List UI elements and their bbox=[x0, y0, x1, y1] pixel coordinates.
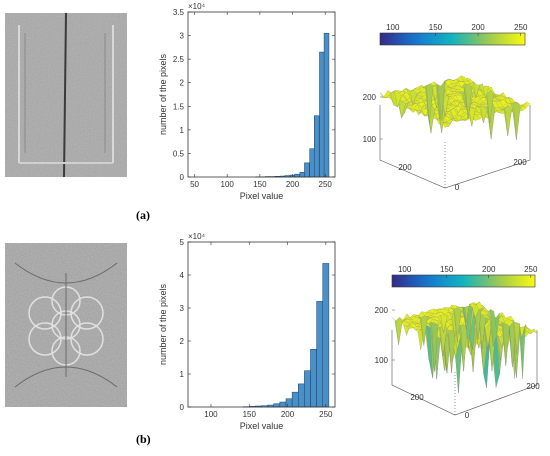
y-tick-label: 200 bbox=[410, 393, 424, 402]
colorbar-tick-label: 250 bbox=[524, 265, 538, 274]
panel-label-b: (b) bbox=[136, 432, 151, 446]
histogram-a: 50 100 150 200 250 0 0.5 1 1.5 2 2.5 3 3.5×10⁴ Pixel … bbox=[158, 2, 336, 201]
z-tick-label: 100 bbox=[363, 135, 377, 144]
x-tick-label: 150 bbox=[243, 410, 257, 419]
plot-frame bbox=[187, 11, 336, 178]
colorbar-tick-label: 200 bbox=[471, 23, 485, 32]
y-axis-label: number of the pixels bbox=[158, 53, 168, 135]
x-tick-label: 200 bbox=[286, 180, 300, 189]
x-tick-label: 50 bbox=[190, 180, 199, 189]
y-axis-label: number of the pixels bbox=[158, 283, 168, 365]
histogram-bar bbox=[294, 173, 300, 178]
photo-a-wood-surface bbox=[5, 13, 127, 177]
colorbar-tick-label: 100 bbox=[386, 23, 400, 32]
histogram-bar bbox=[309, 148, 315, 178]
x-axis-label: Pixel value bbox=[240, 421, 284, 431]
x-axis-label: Pixel value bbox=[240, 191, 284, 201]
histogram-bar bbox=[299, 172, 306, 178]
y-tick-label: 0 bbox=[180, 173, 185, 182]
y-tick-label: 0.5 bbox=[173, 149, 185, 158]
x-tick-label: 250 bbox=[319, 410, 333, 419]
colorbar-tick-label: 100 bbox=[398, 265, 412, 274]
colorbar-tick-label: 150 bbox=[429, 23, 443, 32]
photo-b-svg bbox=[5, 243, 127, 407]
colorbar bbox=[379, 32, 526, 46]
y-tick-label: 2 bbox=[180, 337, 185, 346]
z-tick-label: 200 bbox=[363, 93, 377, 102]
y-tick-label: 3.5 bbox=[173, 8, 185, 17]
surface-mesh bbox=[391, 301, 538, 393]
axis-exponent-label: ×10⁴ bbox=[188, 2, 206, 11]
histogram-bar bbox=[298, 383, 305, 408]
y-tick-label: 1 bbox=[180, 126, 185, 135]
y-tick-label: 200 bbox=[398, 163, 412, 172]
x-tick-label: 200 bbox=[526, 382, 540, 391]
x-tick-label: 100 bbox=[204, 410, 218, 419]
x-tick-label: 100 bbox=[221, 180, 235, 189]
y-tick-label: 1.5 bbox=[173, 102, 185, 111]
histogram-bar bbox=[279, 401, 287, 408]
histogram-bar bbox=[314, 115, 320, 178]
colorbar-tick-label: 200 bbox=[482, 265, 496, 274]
histogram-b: 100 150 200 250 0 1 2 3 4 5×10⁴ Pixel value number … bbox=[158, 232, 336, 431]
histogram-bar bbox=[319, 51, 325, 178]
histogram-bar bbox=[304, 370, 311, 408]
x-tick-label: 200 bbox=[281, 410, 295, 419]
z-tick-label: 200 bbox=[375, 306, 389, 315]
y-tick-label: 0 bbox=[180, 403, 185, 412]
histogram-bar bbox=[273, 403, 281, 408]
y-tick-label: 5 bbox=[180, 238, 185, 247]
x-tick-label: 150 bbox=[253, 180, 267, 189]
y-tick-label: 2 bbox=[180, 79, 185, 88]
y-tick-label: 4 bbox=[180, 271, 185, 280]
colorbar-tick-label: 150 bbox=[440, 265, 454, 274]
plot-frame bbox=[187, 241, 336, 408]
y-tick-label: 3 bbox=[180, 304, 185, 313]
surface-plot-b: 100 150 200 250 100 200 200 0 200 bbox=[375, 265, 541, 420]
y-tick-label: 2.5 bbox=[173, 55, 185, 64]
photo-b-carved-pattern bbox=[5, 243, 127, 407]
histogram-bar bbox=[316, 301, 323, 408]
z-tick-label: 100 bbox=[375, 356, 389, 365]
photo-a-svg bbox=[5, 13, 127, 177]
surface-mesh bbox=[379, 75, 531, 140]
histogram-bar bbox=[310, 349, 317, 408]
colorbar-tick-label: 250 bbox=[514, 23, 528, 32]
histogram-bar bbox=[304, 162, 310, 178]
histogram-bar bbox=[323, 32, 330, 178]
x-tick-label: 0 bbox=[455, 183, 460, 192]
histogram-bar bbox=[322, 263, 330, 408]
surface-plot-a: 100 150 200 250 100 200 200 0 200 bbox=[363, 23, 531, 192]
x-tick-label: 0 bbox=[465, 411, 470, 420]
histogram-bar bbox=[291, 391, 299, 408]
panel-label-a: (a) bbox=[136, 208, 150, 222]
y-tick-label: 3 bbox=[180, 32, 185, 41]
surface-cell bbox=[460, 75, 469, 82]
y-tick-label: 1 bbox=[180, 370, 185, 379]
axis-exponent-label: ×10⁴ bbox=[188, 232, 206, 241]
x-tick-label: 200 bbox=[513, 158, 527, 167]
x-tick-label: 250 bbox=[319, 180, 333, 189]
histogram-bar bbox=[285, 398, 293, 408]
colorbar bbox=[391, 274, 536, 288]
surface-cell bbox=[470, 302, 477, 305]
